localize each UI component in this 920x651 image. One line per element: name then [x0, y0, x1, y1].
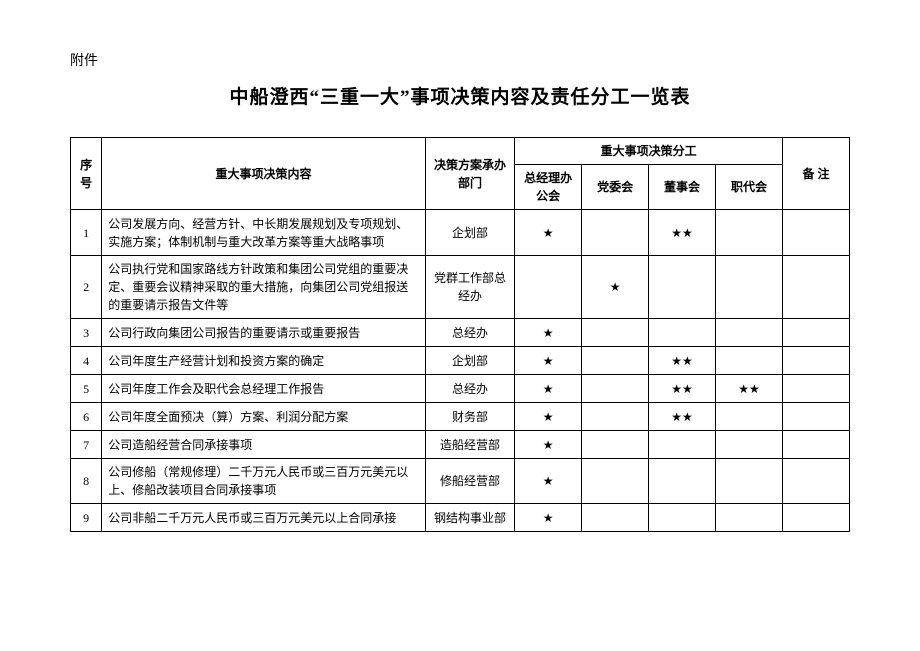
cell-c1: ★ [515, 319, 582, 347]
table-row: 6 公司年度全面预决（算）方案、利润分配方案 财务部 ★ ★★ [71, 403, 850, 431]
cell-c2 [582, 459, 649, 504]
cell-dept: 造船经营部 [425, 431, 514, 459]
cell-no: 8 [71, 459, 102, 504]
th-div4: 职代会 [716, 165, 783, 210]
cell-c2 [582, 403, 649, 431]
table-row: 1 公司发展方向、经营方针、中长期发展规划及专项规划、实施方案；体制机制与重大改… [71, 210, 850, 256]
cell-c2 [582, 210, 649, 256]
cell-note [782, 459, 849, 504]
cell-c3 [649, 504, 716, 532]
cell-c3 [649, 256, 716, 319]
th-division-group: 重大事项决策分工 [515, 138, 783, 165]
cell-dept: 钢结构事业部 [425, 504, 514, 532]
decision-table: 序号 重大事项决策内容 决策方案承办部门 重大事项决策分工 备 注 总经理办公会… [70, 137, 850, 532]
cell-note [782, 256, 849, 319]
cell-c4: ★★ [716, 375, 783, 403]
cell-note [782, 319, 849, 347]
cell-no: 5 [71, 375, 102, 403]
cell-c4 [716, 256, 783, 319]
cell-c1: ★ [515, 210, 582, 256]
cell-dept: 总经办 [425, 375, 514, 403]
table-row: 7 公司造船经营合同承接事项 造船经营部 ★ [71, 431, 850, 459]
cell-content: 公司年度生产经营计划和投资方案的确定 [102, 347, 426, 375]
cell-note [782, 403, 849, 431]
cell-no: 4 [71, 347, 102, 375]
cell-c4 [716, 403, 783, 431]
cell-c3 [649, 459, 716, 504]
table-row: 2 公司执行党和国家路线方针政策和集团公司党组的重要决定、重要会议精神采取的重大… [71, 256, 850, 319]
th-content: 重大事项决策内容 [102, 138, 426, 210]
th-note: 备 注 [782, 138, 849, 210]
cell-no: 1 [71, 210, 102, 256]
page-title: 中船澄西“三重一大”事项决策内容及责任分工一览表 [70, 82, 850, 109]
th-no: 序号 [71, 138, 102, 210]
cell-c1: ★ [515, 504, 582, 532]
cell-note [782, 504, 849, 532]
cell-c3: ★★ [649, 403, 716, 431]
table-row: 3 公司行政向集团公司报告的重要请示或重要报告 总经办 ★ [71, 319, 850, 347]
cell-c1 [515, 256, 582, 319]
cell-note [782, 210, 849, 256]
cell-c2 [582, 504, 649, 532]
cell-content: 公司年度全面预决（算）方案、利润分配方案 [102, 403, 426, 431]
cell-c4 [716, 210, 783, 256]
attachment-label: 附件 [70, 50, 850, 70]
cell-dept: 财务部 [425, 403, 514, 431]
th-div1: 总经理办公会 [515, 165, 582, 210]
cell-no: 6 [71, 403, 102, 431]
cell-c1: ★ [515, 431, 582, 459]
cell-c1: ★ [515, 459, 582, 504]
table-row: 9 公司非船二千万元人民币或三百万元美元以上合同承接 钢结构事业部 ★ [71, 504, 850, 532]
cell-c4 [716, 319, 783, 347]
cell-no: 2 [71, 256, 102, 319]
cell-no: 7 [71, 431, 102, 459]
cell-c4 [716, 431, 783, 459]
cell-content: 公司年度工作会及职代会总经理工作报告 [102, 375, 426, 403]
th-div2: 党委会 [582, 165, 649, 210]
cell-note [782, 347, 849, 375]
cell-content: 公司造船经营合同承接事项 [102, 431, 426, 459]
table-row: 5 公司年度工作会及职代会总经理工作报告 总经办 ★ ★★ ★★ [71, 375, 850, 403]
table-row: 8 公司修船（常规修理）二千万元人民币或三百万元美元以上、修船改装项目合同承接事… [71, 459, 850, 504]
cell-c2: ★ [582, 256, 649, 319]
cell-no: 3 [71, 319, 102, 347]
cell-c3: ★★ [649, 375, 716, 403]
cell-c4 [716, 459, 783, 504]
cell-c2 [582, 347, 649, 375]
cell-note [782, 375, 849, 403]
cell-content: 公司非船二千万元人民币或三百万元美元以上合同承接 [102, 504, 426, 532]
cell-c2 [582, 319, 649, 347]
cell-content: 公司发展方向、经营方针、中长期发展规划及专项规划、实施方案；体制机制与重大改革方… [102, 210, 426, 256]
cell-dept: 修船经营部 [425, 459, 514, 504]
cell-dept: 企划部 [425, 347, 514, 375]
cell-c2 [582, 375, 649, 403]
cell-content: 公司修船（常规修理）二千万元人民币或三百万元美元以上、修船改装项目合同承接事项 [102, 459, 426, 504]
cell-c3: ★★ [649, 347, 716, 375]
cell-c3: ★★ [649, 210, 716, 256]
cell-c1: ★ [515, 375, 582, 403]
cell-c3 [649, 319, 716, 347]
cell-note [782, 431, 849, 459]
cell-c1: ★ [515, 403, 582, 431]
table-row: 4 公司年度生产经营计划和投资方案的确定 企划部 ★ ★★ [71, 347, 850, 375]
cell-dept: 总经办 [425, 319, 514, 347]
cell-dept: 企划部 [425, 210, 514, 256]
cell-c3 [649, 431, 716, 459]
th-div3: 董事会 [649, 165, 716, 210]
cell-c4 [716, 347, 783, 375]
cell-c4 [716, 504, 783, 532]
cell-c2 [582, 431, 649, 459]
th-dept: 决策方案承办部门 [425, 138, 514, 210]
cell-dept: 党群工作部总经办 [425, 256, 514, 319]
cell-content: 公司行政向集团公司报告的重要请示或重要报告 [102, 319, 426, 347]
cell-no: 9 [71, 504, 102, 532]
cell-content: 公司执行党和国家路线方针政策和集团公司党组的重要决定、重要会议精神采取的重大措施… [102, 256, 426, 319]
cell-c1: ★ [515, 347, 582, 375]
